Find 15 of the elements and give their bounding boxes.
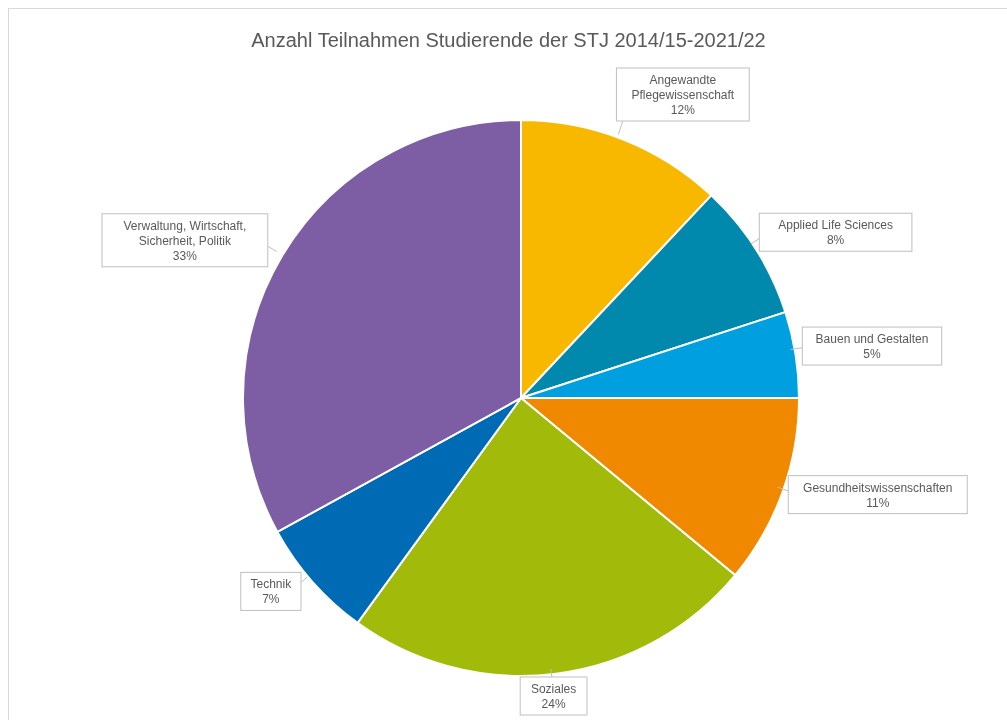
slice-label: Technik xyxy=(250,577,293,592)
data-label: 33% xyxy=(172,248,198,263)
slice-label: Applied Life Sciences xyxy=(778,218,893,233)
data-label: 12% xyxy=(670,103,696,117)
slice-label: Angewandte Pflegewissenschaft xyxy=(631,73,735,102)
slice-label: Bauen und Gestalten xyxy=(815,332,929,347)
data-label: 24% xyxy=(541,697,566,711)
slice-label: Gesundheitswissenschaften xyxy=(803,480,953,495)
slice-label: Verwaltung, Wirtschaft, Sicherheit, Politik xyxy=(123,218,247,248)
slice-label: Soziales xyxy=(530,682,577,696)
data-label: 5% xyxy=(863,347,882,362)
data-label: 11% xyxy=(866,495,890,510)
data-label: 8% xyxy=(826,233,845,248)
data-label: 7% xyxy=(262,592,280,607)
chart-title: Anzahl Teilnahmen Studierende der STJ 2014/15-2021/22 xyxy=(250,29,767,52)
